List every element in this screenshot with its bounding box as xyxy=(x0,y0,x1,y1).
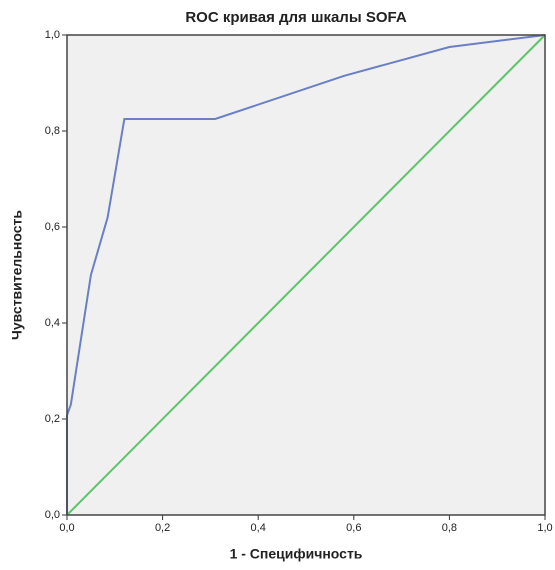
x-tick-label: 0,0 xyxy=(59,522,74,534)
x-tick-label: 0,4 xyxy=(251,522,266,534)
roc-line xyxy=(66,34,546,515)
y-tick-label: 1,0 xyxy=(45,29,60,41)
plot-border xyxy=(66,34,546,516)
x-tick-label: 0,8 xyxy=(442,522,457,534)
x-tick-label: 0,2 xyxy=(155,522,170,534)
y-tick-label: 0,0 xyxy=(45,509,60,521)
x-tick-label: 1,0 xyxy=(537,522,552,534)
y-tick-label: 0,2 xyxy=(45,413,60,425)
x-tick-label: 0,6 xyxy=(346,522,361,534)
roc-line xyxy=(66,34,546,516)
chart-title: ROC кривая для шкалы SOFA xyxy=(185,9,407,26)
x-axis-label: 1 - Специфичность xyxy=(230,546,363,562)
y-tick-label: 0,6 xyxy=(45,221,60,233)
y-tick-label: 0,8 xyxy=(45,125,60,137)
y-axis-label: Чувствительность xyxy=(9,210,25,340)
y-tick-label: 0,4 xyxy=(45,317,60,329)
